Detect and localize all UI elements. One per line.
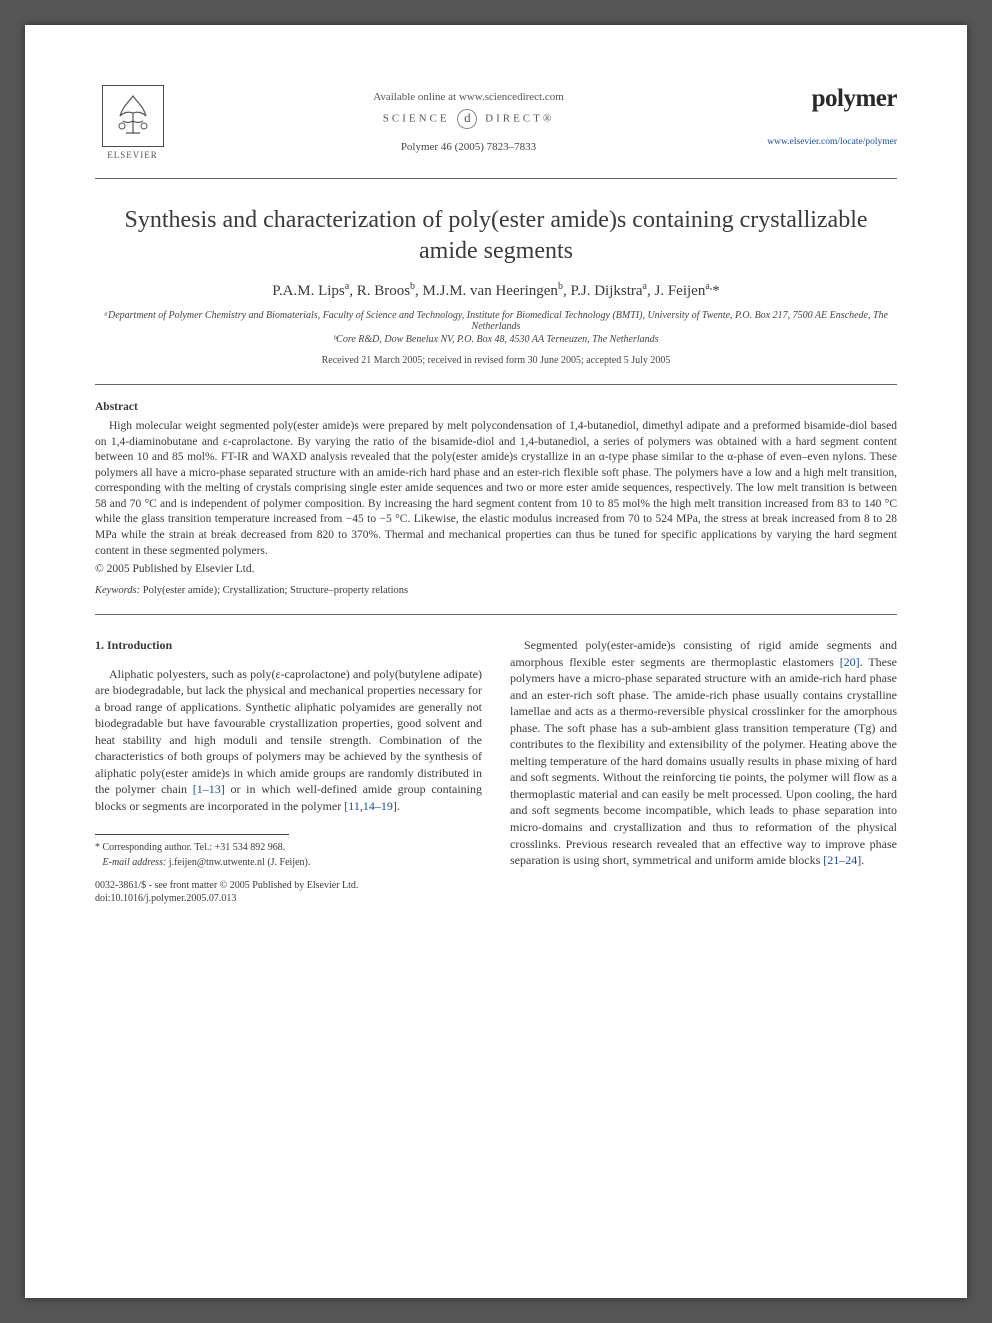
journal-url-link[interactable]: www.elsevier.com/locate/polymer	[767, 137, 897, 147]
affiliation-a: ᵃDepartment of Polymer Chemistry and Bio…	[95, 310, 897, 332]
abstract-text: High molecular weight segmented poly(est…	[95, 419, 897, 559]
header-center: Available online at www.sciencedirect.co…	[170, 85, 767, 153]
citation-link-3[interactable]: [20]	[840, 655, 860, 669]
citation-link-1[interactable]: [1–13]	[193, 782, 225, 796]
keywords-values: Poly(ester amide); Crystallization; Stru…	[143, 585, 408, 596]
corresponding-author: * Corresponding author. Tel.: +31 534 89…	[95, 841, 482, 854]
post-abstract-rule	[95, 614, 897, 615]
section-title: Introduction	[107, 638, 172, 652]
p2-text-c: .	[861, 853, 864, 867]
p2-text-b: . These polymers have a micro-phase sepa…	[510, 655, 897, 868]
science-direct-logo: SCIENCE d DIRECT®	[170, 109, 767, 129]
affiliation-b: ᵇCore R&D, Dow Benelux NV, P.O. Box 48, …	[95, 334, 897, 345]
p1-text-a: Aliphatic polyesters, such as poly(ε-cap…	[95, 667, 482, 797]
issn-line: 0032-3861/$ - see front matter © 2005 Pu…	[95, 879, 482, 892]
header-row: ELSEVIER Available online at www.science…	[95, 85, 897, 170]
email-address: j.feijen@tnw.utwente.nl (J. Feijen).	[169, 857, 311, 868]
available-online-text: Available online at www.sciencedirect.co…	[170, 91, 767, 103]
section-heading: 1. Introduction	[95, 637, 482, 654]
intro-paragraph-1: Aliphatic polyesters, such as poly(ε-cap…	[95, 666, 482, 815]
sd-right: DIRECT®	[485, 113, 554, 125]
abstract-heading: Abstract	[95, 401, 897, 413]
elsevier-tree-icon	[102, 85, 164, 147]
sd-at-icon: d	[457, 109, 477, 129]
column-right: Segmented poly(ester-amide)s consisting …	[510, 637, 897, 905]
email-line: E-mail address: j.feijen@tnw.utwente.nl …	[95, 856, 482, 869]
journal-logo-block: polymer www.elsevier.com/locate/polymer	[767, 85, 897, 147]
authors-line: P.A.M. Lipsa, R. Broosb, M.J.M. van Heer…	[95, 281, 897, 300]
keywords-label: Keywords:	[95, 585, 140, 596]
citation-link-2[interactable]: [11,14–19]	[344, 799, 397, 813]
p1-text-c: .	[397, 799, 400, 813]
header-rule	[95, 178, 897, 179]
pre-abstract-rule	[95, 384, 897, 385]
article-dates: Received 21 March 2005; received in revi…	[95, 355, 897, 366]
sd-left: SCIENCE	[383, 113, 450, 125]
section-number: 1.	[95, 638, 104, 652]
intro-paragraph-2: Segmented poly(ester-amide)s consisting …	[510, 637, 897, 869]
email-label: E-mail address:	[103, 857, 167, 868]
doi-block: 0032-3861/$ - see front matter © 2005 Pu…	[95, 879, 482, 905]
publisher-name: ELSEVIER	[107, 150, 158, 160]
journal-page: ELSEVIER Available online at www.science…	[25, 25, 967, 1298]
journal-reference: Polymer 46 (2005) 7823–7833	[170, 141, 767, 153]
publisher-logo: ELSEVIER	[95, 85, 170, 170]
body-columns: 1. Introduction Aliphatic polyesters, su…	[95, 637, 897, 905]
article-title: Synthesis and characterization of poly(e…	[95, 205, 897, 267]
doi-line: doi:10.1016/j.polymer.2005.07.013	[95, 892, 482, 905]
footnote-rule	[95, 834, 289, 835]
copyright-line: © 2005 Published by Elsevier Ltd.	[95, 563, 897, 575]
journal-name: polymer	[767, 85, 897, 113]
column-left: 1. Introduction Aliphatic polyesters, su…	[95, 637, 482, 905]
keywords-line: Keywords: Poly(ester amide); Crystalliza…	[95, 585, 897, 596]
citation-link-4[interactable]: [21–24]	[823, 853, 861, 867]
